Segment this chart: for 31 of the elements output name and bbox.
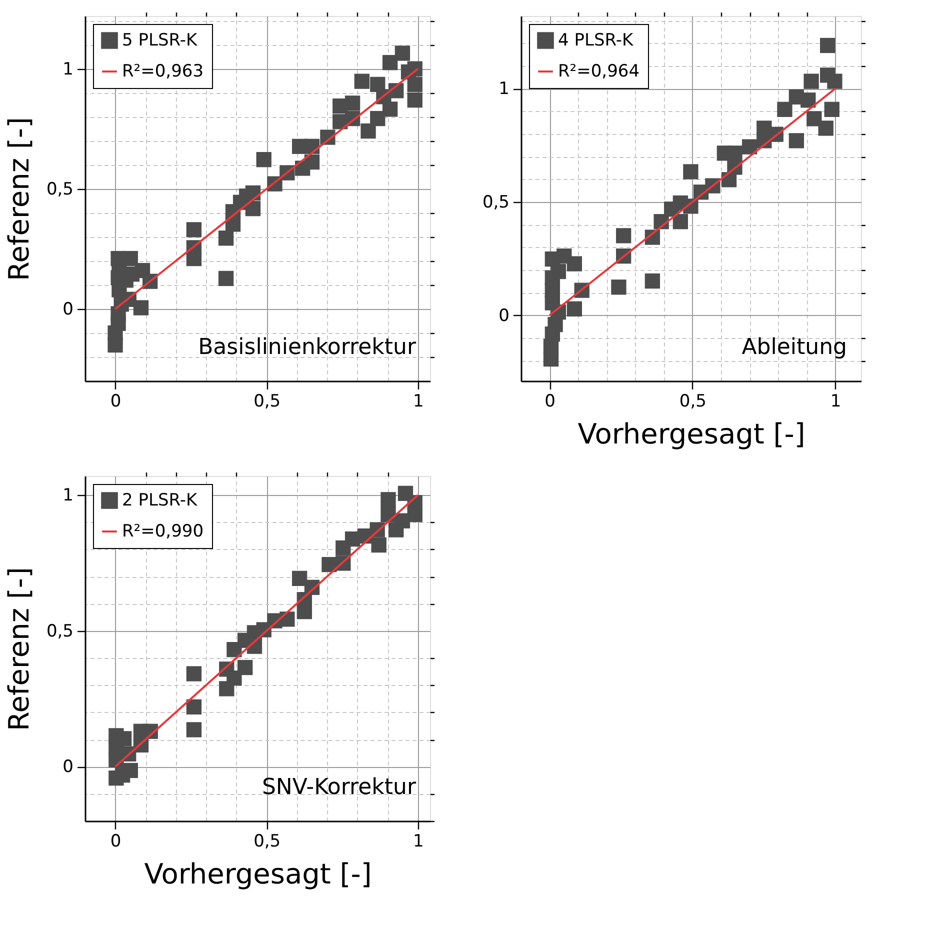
x-axis-title: Vorhergesagt [-] bbox=[144, 858, 372, 890]
annotation: Ableitung bbox=[742, 335, 847, 360]
annotation: SNV-Korrektur bbox=[262, 775, 417, 800]
annotation: Basislinienkorrektur bbox=[198, 335, 417, 360]
x-tick-label: 1 bbox=[412, 832, 424, 852]
y-tick-label: 0,5 bbox=[46, 621, 74, 642]
x-tick-label: 0 bbox=[544, 392, 556, 412]
y-tick-label: 1 bbox=[62, 486, 74, 506]
y-tick-label: 0,5 bbox=[482, 192, 510, 212]
legend-label: 5 PLSR-K bbox=[122, 30, 198, 50]
legend-label: 2 PLSR-K bbox=[122, 490, 198, 510]
legend-label: R²=0,964 bbox=[558, 62, 640, 82]
x-tick-label: 1 bbox=[412, 392, 424, 412]
x-axis-title: Vorhergesagt [-] bbox=[578, 418, 806, 450]
x-tick-label: 0,5 bbox=[254, 832, 281, 852]
y-axis-title: Referenz [-] bbox=[2, 117, 36, 281]
y-tick-label: 1 bbox=[62, 59, 74, 80]
y-tick-label: 1 bbox=[498, 79, 510, 100]
y-tick-label: 0 bbox=[62, 757, 74, 778]
y-tick-label: 0 bbox=[498, 306, 510, 326]
y-tick-label: 0 bbox=[62, 299, 74, 320]
y-axis-title: Referenz [-] bbox=[2, 567, 36, 731]
y-tick-label: 0,5 bbox=[46, 179, 74, 200]
x-tick-label: 0,5 bbox=[679, 392, 706, 412]
x-tick-label: 0 bbox=[110, 832, 122, 852]
legend-label: R²=0,990 bbox=[122, 522, 204, 542]
x-tick-label: 1 bbox=[830, 392, 842, 412]
x-tick-label: 0,5 bbox=[254, 392, 281, 412]
legend-label: R²=0,963 bbox=[122, 62, 204, 82]
x-tick-label: 0 bbox=[110, 392, 122, 412]
legend-label: 4 PLSR-K bbox=[558, 30, 634, 50]
